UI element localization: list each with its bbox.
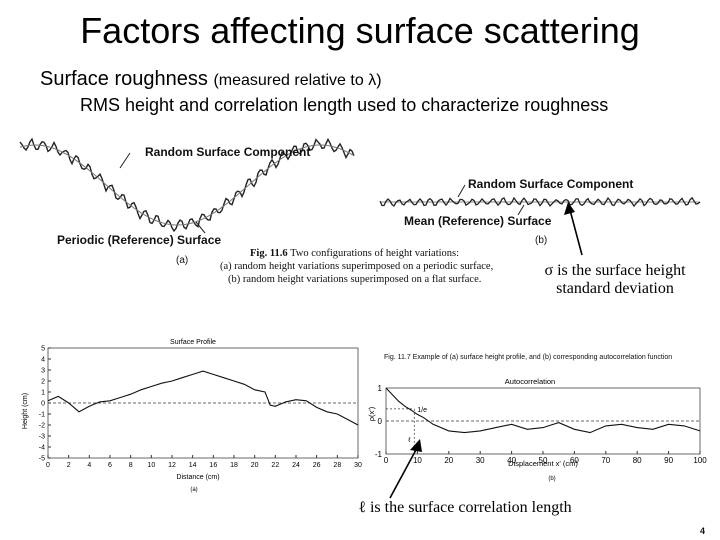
acf-x-tick-label: 90: [664, 456, 673, 465]
ell-note: ℓ is the surface correlation length: [358, 499, 572, 516]
ell-arrow: [389, 439, 422, 499]
profile-x-tick-label: 20: [251, 462, 259, 469]
sigma-note-line1: σ is the surface height: [544, 262, 686, 279]
random-component-pointer: [119, 152, 131, 169]
fig116-caption-line3: (b) random height variations superimpose…: [228, 274, 482, 285]
acf-x-tick-label: 70: [601, 456, 610, 465]
mean-surface-label: Mean (Reference) Surface: [404, 214, 552, 228]
autocorrelation-chart: Autocorrelation Displacement x' (cm) ρ(x…: [367, 377, 707, 482]
fig116-caption-line2: (a) random height variations superimpose…: [220, 261, 494, 272]
profile-y-tick-label: -4: [39, 445, 45, 452]
profile-y-tick-label: 2: [41, 379, 45, 386]
sigma-note: σ is the surface height standard deviati…: [530, 262, 700, 298]
fig116-caption-text: Two configurations of height variations:: [290, 248, 460, 259]
profile-x-tick-label: 22: [271, 462, 279, 469]
random-periodic-surface-line: [19, 137, 355, 233]
profile-y-tick-label: -1: [39, 412, 45, 419]
acf-x-tick-label: 80: [633, 456, 642, 465]
profile-x-tick-label: 6: [108, 462, 112, 469]
profile-panel-label: (a): [190, 487, 197, 493]
profile-x-tick-label: 28: [333, 462, 341, 469]
bullet-rms-height: RMS height and correlation length used t…: [80, 95, 609, 115]
acf-y-tick-label: 0: [378, 417, 383, 426]
sigma-arrow: [564, 202, 583, 256]
random-surface-label-a: Random Surface Component: [145, 145, 311, 159]
bullet1-sub: (measured relative to λ): [213, 72, 382, 89]
acf-y-label: ρ(x'): [367, 406, 376, 421]
fig116-caption-line1: Fig. 11.6 Two configurations of height v…: [250, 248, 459, 259]
bullet1-main: Surface roughness: [40, 68, 208, 90]
profile-y-tick-label: -5: [39, 456, 45, 463]
acf-x-tick-label: 30: [476, 456, 485, 465]
flat-surface-figure: [379, 184, 701, 216]
surface-profile-chart: Surface Profile Distance (cm) Height (cm…: [22, 339, 362, 493]
panel-b-label: (b): [535, 235, 548, 246]
periodic-surface-figure: [19, 137, 355, 234]
acf-y-tick-label: -1: [375, 450, 383, 459]
acf-chart-title: Autocorrelation: [505, 377, 555, 386]
acf-1e-annotation: 1/e: [417, 407, 427, 414]
acf-series-line: [385, 387, 701, 434]
page-number: 4: [700, 526, 706, 536]
profile-y-tick-label: 3: [41, 368, 45, 375]
fig116-caption-bold: Fig. 11.6: [250, 248, 288, 259]
acf-y-tick-label: 1: [378, 384, 383, 393]
acf-panel-label: (b): [548, 476, 555, 482]
profile-y-tick-label: -3: [39, 434, 45, 441]
acf-x-tick-label: 100: [693, 456, 707, 465]
profile-y-tick-label: 5: [41, 346, 45, 353]
profile-x-tick-label: 12: [168, 462, 176, 469]
profile-x-tick-label: 30: [354, 462, 362, 469]
sigma-note-line2: standard deviation: [556, 280, 674, 297]
periodic-reference-line: [19, 144, 355, 226]
profile-series-line: [47, 370, 359, 426]
profile-y-label: Height (cm): [22, 393, 29, 429]
profile-x-tick-label: 26: [313, 462, 321, 469]
periodic-reference-pointer: [195, 221, 206, 234]
profile-y-tick-label: 0: [41, 401, 45, 408]
random-component-b-pointer: [457, 184, 466, 198]
profile-x-tick-label: 8: [129, 462, 133, 469]
acf-x-tick-label: 10: [413, 456, 422, 465]
random-flat-surface-line: [379, 196, 701, 208]
profile-x-tick-label: 18: [230, 462, 238, 469]
slide-title: Factors affecting surface scattering: [80, 10, 640, 51]
profile-x-tick-label: 16: [209, 462, 217, 469]
profile-y-tick-label: 4: [41, 357, 45, 364]
profile-x-tick-label: 24: [292, 462, 300, 469]
bullet-surface-roughness: Surface roughness (measured relative to …: [40, 68, 382, 91]
profile-x-tick-label: 0: [46, 462, 50, 469]
profile-x-tick-label: 14: [189, 462, 197, 469]
acf-x-tick-label: 50: [539, 456, 548, 465]
profile-chart-title: Surface Profile: [170, 339, 216, 346]
acf-x-label: Displacement x' (cm): [508, 459, 578, 468]
sigma-arrowhead-icon: [564, 202, 575, 215]
random-surface-label-b: Random Surface Component: [468, 177, 634, 191]
ell-arrowhead-icon: [410, 439, 422, 452]
profile-x-tick-label: 2: [67, 462, 71, 469]
acf-x-tick-label: 40: [507, 456, 516, 465]
acf-x-tick-label: 20: [444, 456, 453, 465]
acf-x-tick-label: 60: [570, 456, 579, 465]
mean-surface-pointer: [517, 204, 525, 216]
acf-x-tick-label: 0: [384, 456, 389, 465]
acf-ell-annotation: ℓ: [407, 437, 411, 444]
periodic-surface-label: Periodic (Reference) Surface: [57, 233, 222, 247]
panel-a-label: (a): [176, 255, 189, 266]
profile-x-tick-label: 10: [147, 462, 155, 469]
profile-y-tick-label: 1: [41, 390, 45, 397]
profile-y-tick-label: -2: [39, 423, 45, 430]
fig117-caption: Fig. 11.7 Example of (a) surface height …: [384, 354, 673, 361]
profile-x-label: Distance (cm): [176, 474, 219, 481]
profile-x-tick-label: 4: [87, 462, 91, 469]
